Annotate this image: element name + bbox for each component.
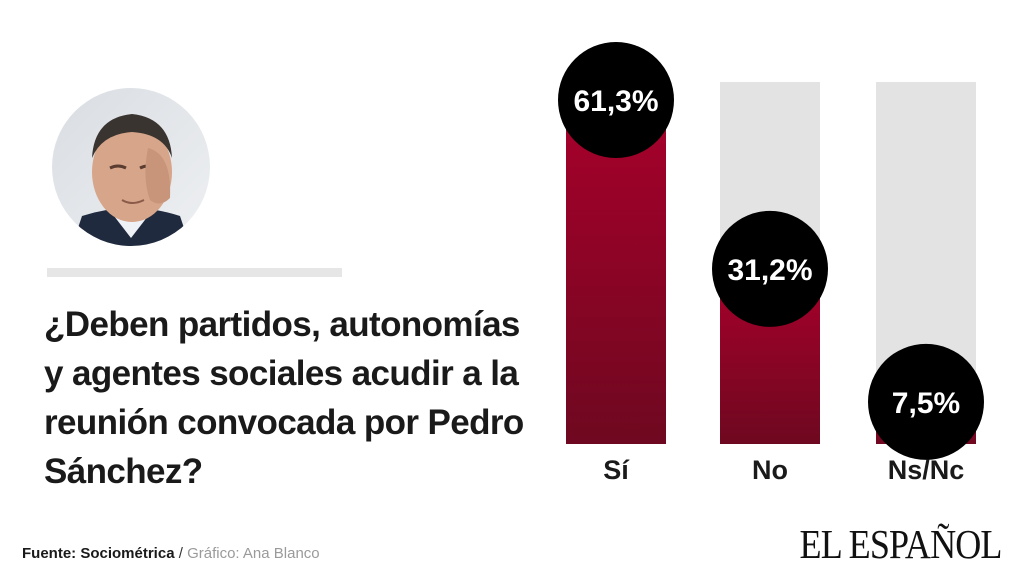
source-label: Fuente: Sociométrica <box>22 545 175 562</box>
credit-separator: / <box>178 545 183 562</box>
person-photo <box>52 88 210 246</box>
value-label-si: 61,3% <box>573 85 658 118</box>
value-label-no: 31,2% <box>727 254 812 287</box>
footer-credits: Fuente: Sociométrica / Gráfico: Ana Blan… <box>22 545 320 562</box>
value-label-ns-nc: 7,5% <box>892 387 960 420</box>
value-bubble-no <box>712 210 828 327</box>
graphic-credit: Gráfico: Ana Blanco <box>187 545 320 562</box>
category-label-no: No <box>752 455 788 485</box>
divider-bar <box>47 268 342 277</box>
category-label-ns-nc: Ns/Nc <box>888 455 965 485</box>
category-label-si: Sí <box>603 455 630 485</box>
value-bubble-ns-nc <box>868 343 984 460</box>
value-bubble-si <box>558 42 674 158</box>
question-title: ¿Deben partidos, autonomías y agentes so… <box>44 305 524 491</box>
brand-logo: EL ESPAÑOL <box>799 521 1003 567</box>
